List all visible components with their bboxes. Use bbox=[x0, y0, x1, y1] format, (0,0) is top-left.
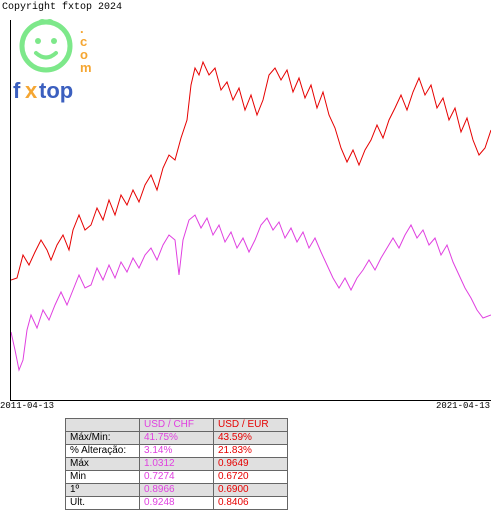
table-row-label: 1º bbox=[66, 484, 140, 497]
copyright-text: Copyright fxtop 2024 bbox=[2, 2, 122, 13]
x-axis-start: 2011-04-13 bbox=[0, 401, 54, 411]
table-cell: 43.59% bbox=[214, 432, 288, 445]
table-cell: 0.8406 bbox=[214, 497, 288, 510]
table-cell: 1.0312 bbox=[140, 458, 214, 471]
table-cell: 0.6720 bbox=[214, 471, 288, 484]
line-chart bbox=[10, 20, 491, 401]
table-row-label: Máx bbox=[66, 458, 140, 471]
table-cell: 0.7274 bbox=[140, 471, 214, 484]
table-corner bbox=[66, 419, 140, 432]
table-cell: 0.8966 bbox=[140, 484, 214, 497]
table-cell: 21.83% bbox=[214, 445, 288, 458]
table-row-label: % Alteração: bbox=[66, 445, 140, 458]
table-row-label: Min bbox=[66, 471, 140, 484]
stats-table: USD / CHFUSD / EUR Máx/Min:41.75%43.59% % … bbox=[65, 418, 288, 510]
table-row-label: Ult. bbox=[66, 497, 140, 510]
table-cell: 41.75% bbox=[140, 432, 214, 445]
x-axis-end: 2021-04-13 bbox=[436, 401, 490, 411]
table-header: USD / EUR bbox=[214, 419, 288, 432]
table-row-label: Máx/Min: bbox=[66, 432, 140, 445]
table-cell: 0.6900 bbox=[214, 484, 288, 497]
table-header: USD / CHF bbox=[140, 419, 214, 432]
table-cell: 3.14% bbox=[140, 445, 214, 458]
table-cell: 0.9649 bbox=[214, 458, 288, 471]
table-cell: 0.9248 bbox=[140, 497, 214, 510]
